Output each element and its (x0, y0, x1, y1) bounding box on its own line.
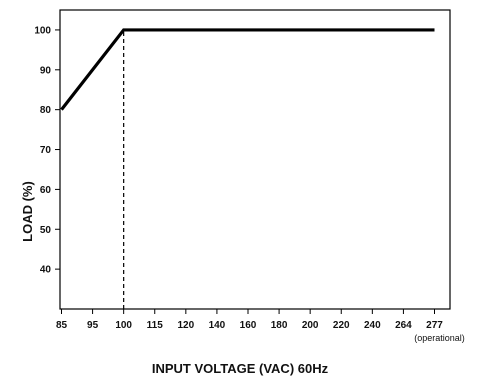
y-tick-label: 100 (34, 25, 51, 36)
y-tick-label: 80 (40, 105, 52, 116)
x-tick-label: 115 (147, 320, 164, 331)
x-tick-label: 220 (333, 320, 350, 331)
y-tick-label: 60 (40, 185, 52, 196)
x-tick-label: 100 (115, 320, 132, 331)
x-tick-label: 240 (364, 320, 381, 331)
plot-frame (59, 9, 451, 310)
x-tick-label: 277 (426, 320, 443, 331)
series-line (60, 28, 435, 111)
x-tick-label: 85 (56, 320, 68, 331)
y-axis-title: LOAD (%) (20, 181, 35, 242)
x-tick-label: 120 (177, 320, 194, 331)
x-tick-label: 95 (87, 320, 99, 331)
x-tick-label: 264 (395, 320, 412, 331)
y-tick-label: 50 (40, 225, 52, 236)
x-tick-label: 180 (271, 320, 288, 331)
x-tick-sublabel: (operational) (414, 333, 465, 343)
y-tick-label: 90 (40, 65, 52, 76)
y-tick-label: 40 (40, 265, 52, 276)
x-tick-label: 200 (302, 320, 319, 331)
y-tick-label: 70 (40, 145, 52, 156)
x-tick-label: 160 (240, 320, 257, 331)
x-axis-title: INPUT VOLTAGE (VAC) 60Hz (152, 361, 329, 376)
x-tick-label: 140 (209, 320, 226, 331)
